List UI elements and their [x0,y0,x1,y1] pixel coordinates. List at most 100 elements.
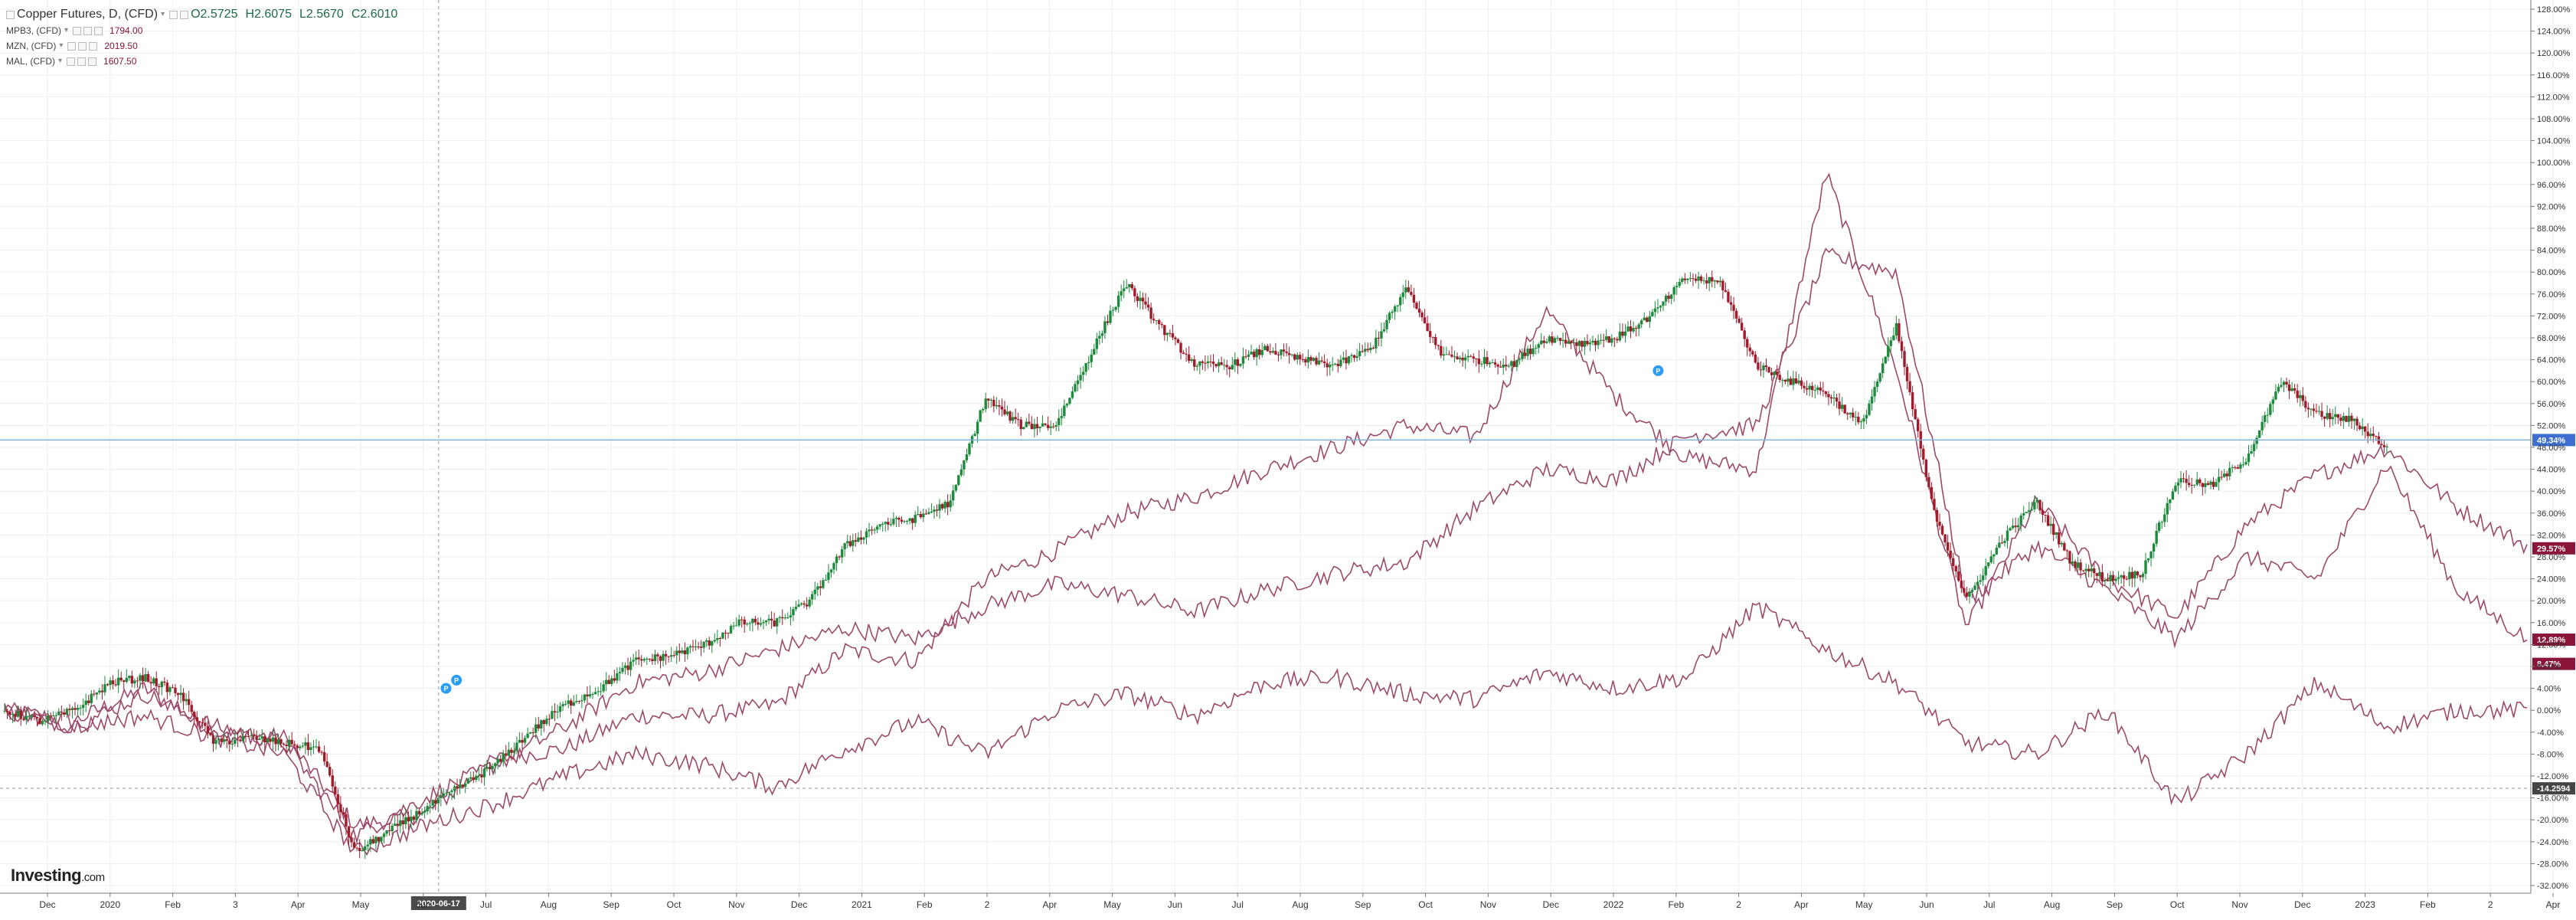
candle[interactable] [1954,565,1957,578]
candle[interactable] [2117,571,2120,585]
candle[interactable] [30,713,34,719]
candle[interactable] [1019,417,1022,436]
candle[interactable] [1865,409,1868,424]
candle[interactable] [1518,357,1522,365]
candle[interactable] [1141,292,1145,310]
candle[interactable] [1222,359,1226,370]
candle[interactable] [1382,322,1386,333]
candle[interactable] [1312,357,1316,362]
candle[interactable] [759,617,763,627]
candle[interactable] [2347,407,2351,427]
candle[interactable] [1542,336,1545,349]
candle[interactable] [1748,343,1751,357]
candle[interactable] [2144,552,2147,580]
candle[interactable] [84,693,87,712]
candle[interactable] [1445,346,1448,355]
candle[interactable] [870,525,874,535]
candle[interactable] [458,778,462,794]
candle[interactable] [846,535,849,548]
candle[interactable] [2334,406,2337,424]
candle[interactable] [2236,464,2240,470]
candle[interactable] [488,762,492,776]
candle[interactable] [2320,402,2323,421]
candle[interactable] [708,637,711,650]
candle[interactable] [2058,528,2061,548]
candle[interactable] [158,683,161,696]
candle[interactable] [57,708,60,716]
candle[interactable] [399,812,402,833]
candle[interactable] [808,596,811,609]
candle[interactable] [2342,412,2346,429]
candle[interactable] [1618,322,1622,342]
candle[interactable] [1174,336,1177,345]
candle[interactable] [257,733,261,741]
candle[interactable] [317,741,321,754]
candle[interactable] [2261,415,2264,436]
candle[interactable] [1347,355,1351,365]
candle[interactable] [480,767,483,784]
candle[interactable] [1819,381,1822,395]
candle[interactable] [2079,558,2082,579]
candle[interactable] [385,830,388,837]
candle[interactable] [1505,355,1508,372]
candle[interactable] [2382,440,2386,453]
candle[interactable] [1371,345,1375,350]
candle[interactable] [296,744,299,755]
eye-icon[interactable] [67,57,76,66]
candle[interactable] [1914,404,1917,421]
candle[interactable] [794,601,798,611]
eye-icon[interactable] [73,26,82,35]
candle[interactable] [924,509,928,516]
candle[interactable] [1364,342,1367,357]
candle[interactable] [103,676,106,696]
candle[interactable] [1028,413,1031,427]
candle[interactable] [1973,582,1976,591]
candle[interactable] [2160,520,2163,529]
candle[interactable] [1179,341,1182,360]
candle[interactable] [1743,327,1746,347]
candle[interactable] [1111,306,1115,317]
candle[interactable] [1046,416,1050,431]
candle[interactable] [1231,356,1234,371]
candle[interactable] [74,702,77,716]
candle[interactable] [407,810,410,830]
candle[interactable] [1160,322,1163,329]
candle[interactable] [965,448,969,463]
candle[interactable] [100,684,104,700]
candle[interactable] [2198,477,2202,486]
candle[interactable] [1182,350,1185,355]
candle[interactable] [331,769,334,794]
candle[interactable] [315,738,318,749]
candle[interactable] [713,633,716,643]
candle[interactable] [141,667,145,689]
candle[interactable] [1345,349,1348,370]
candle[interactable] [526,727,529,738]
candle[interactable] [1558,338,1562,345]
candle[interactable] [1881,358,1885,378]
candle[interactable] [2000,535,2004,544]
candle[interactable] [2011,518,2015,530]
candle[interactable] [591,692,594,699]
candle[interactable] [198,721,201,725]
candle[interactable] [704,638,708,647]
candle[interactable] [1852,408,1855,421]
candle[interactable] [1079,367,1082,389]
candle[interactable] [672,650,675,658]
candle[interactable] [1033,418,1036,438]
candle[interactable] [1304,357,1307,366]
candle[interactable] [193,712,196,724]
candle[interactable] [181,688,185,710]
candle[interactable] [523,735,527,746]
candle[interactable] [361,847,364,852]
candle[interactable] [599,683,603,696]
candle[interactable] [287,735,291,751]
candle[interactable] [1751,349,1754,357]
candle[interactable] [475,774,478,783]
candle[interactable] [2081,569,2085,573]
candle[interactable] [1697,271,1700,290]
candle[interactable] [1626,321,1630,332]
candle[interactable] [1816,385,1819,395]
chevron-down-icon[interactable]: ▾ [58,57,63,65]
candle[interactable] [887,517,890,531]
candle[interactable] [1098,330,1101,345]
